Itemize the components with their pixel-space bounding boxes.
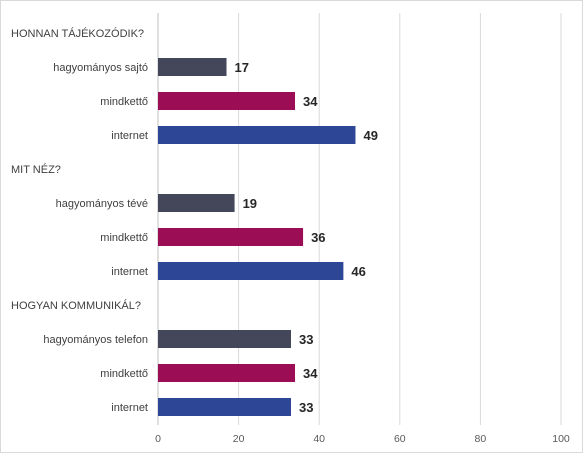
group-title: HOGYAN KOMMUNIKÁL? [11,299,141,312]
bar [158,364,296,382]
category-label: mindkettő [100,368,148,380]
data-label: 33 [299,400,313,415]
category-label: mindkettő [100,232,148,244]
category-label: mindkettő [100,96,148,108]
bar [158,262,344,280]
x-axis-ticks: 0 20 40 60 80 100 [155,433,570,445]
data-label: 36 [311,230,325,245]
x-tick-label: 40 [313,433,325,445]
category-label: internet [111,266,148,278]
group-title: MIT NÉZ? [11,163,61,176]
x-tick-label: 100 [552,433,570,445]
data-label: 19 [243,196,257,211]
x-tick-label: 60 [394,433,406,445]
chart-rows: HONNAN TÁJÉKOZÓDIK? hagyományos sajtó 17 mi… [11,27,378,416]
x-tick-label: 0 [155,433,161,445]
bar [158,92,296,110]
bar [158,58,227,76]
data-label: 49 [363,128,377,143]
bar [158,126,356,144]
category-label: hagyományos telefon [43,334,148,346]
data-label: 46 [351,264,365,279]
x-tick-label: 20 [233,433,245,445]
data-label: 34 [303,94,318,109]
category-label: internet [111,130,148,142]
x-tick-label: 80 [475,433,487,445]
group-title: HONNAN TÁJÉKOZÓDIK? [11,27,144,40]
data-label: 34 [303,366,318,381]
bar [158,194,235,212]
gridlines [157,13,562,425]
data-label: 33 [299,332,313,347]
category-label: internet [111,402,148,414]
bar [158,330,291,348]
bar [158,228,304,246]
bar [158,398,291,416]
data-label: 17 [235,60,249,75]
category-label: hagyományos sajtó [53,62,148,74]
category-label: hagyományos tévé [56,198,148,210]
